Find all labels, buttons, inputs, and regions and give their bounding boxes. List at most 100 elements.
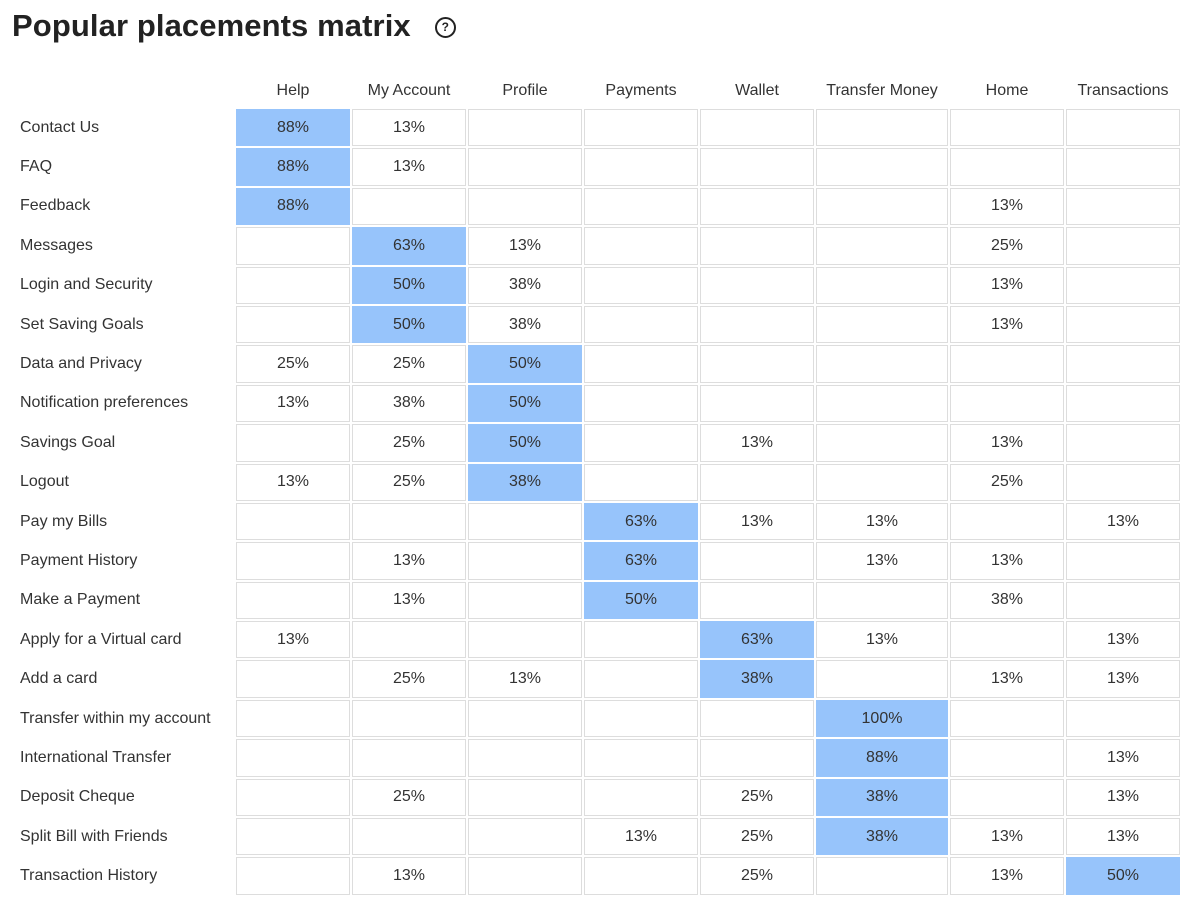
matrix-cell xyxy=(236,424,350,462)
matrix-cell xyxy=(584,660,698,698)
matrix-cell xyxy=(816,463,948,501)
matrix-cell xyxy=(950,699,1064,738)
row-label: Deposit Cheque xyxy=(20,788,135,806)
matrix-cell xyxy=(950,109,1064,147)
matrix-row: Data and Privacy 25% 25% 50% xyxy=(14,345,1180,383)
matrix-row: Transfer within my account 100% xyxy=(14,699,1180,738)
matrix-row: Feedback 88% 13% xyxy=(14,187,1180,226)
matrix-cell: 25% xyxy=(236,345,350,383)
matrix-cell xyxy=(236,305,350,344)
matrix-row: Transaction History 13% 25% 13% 50% xyxy=(14,857,1180,895)
row-label: Add a card xyxy=(20,670,98,688)
row-label: Notification preferences xyxy=(20,394,189,412)
row-label: Messages xyxy=(20,236,93,254)
matrix-cell: 13% xyxy=(950,305,1064,344)
matrix-cell xyxy=(352,818,466,856)
matrix-row: Contact Us 88% 13% xyxy=(14,109,1180,147)
row-label: Pay my Bills xyxy=(20,512,108,530)
matrix-row: Notification preferences 13% 38% 50% xyxy=(14,384,1180,423)
matrix-cell: 13% xyxy=(468,660,582,698)
matrix-cell: 25% xyxy=(352,778,466,817)
matrix-cell xyxy=(584,148,698,186)
matrix-cell: 13% xyxy=(816,502,948,541)
matrix-cell xyxy=(700,542,814,580)
matrix-cell xyxy=(950,621,1064,659)
matrix-cell xyxy=(468,581,582,620)
column-header: Transfer Money xyxy=(826,82,938,99)
matrix-row: Deposit Cheque 25% 25% 38% 13% xyxy=(14,778,1180,817)
matrix-cell xyxy=(236,739,350,777)
row-label: Split Bill with Friends xyxy=(20,827,168,845)
matrix-cell xyxy=(950,384,1064,423)
matrix-row: Split Bill with Friends 13% 25% 38% 13% 13% xyxy=(14,818,1180,856)
matrix-cell xyxy=(816,424,948,462)
matrix-cell xyxy=(816,187,948,226)
matrix-cell: 13% xyxy=(816,621,948,659)
row-label: FAQ xyxy=(20,158,53,176)
matrix-cell xyxy=(816,581,948,620)
matrix-cell: 13% xyxy=(352,148,466,186)
help-circle-icon[interactable]: ? xyxy=(434,16,456,38)
matrix-cell xyxy=(1066,345,1180,383)
matrix-cell xyxy=(816,305,948,344)
matrix-corner xyxy=(14,75,234,107)
matrix-cell xyxy=(584,424,698,462)
matrix-cell xyxy=(1066,148,1180,186)
matrix-row: Make a Payment 13% 50% 38% xyxy=(14,581,1180,620)
column-header: Help xyxy=(276,82,310,99)
matrix-cell xyxy=(584,699,698,738)
matrix-cell xyxy=(700,227,814,265)
matrix-cell xyxy=(584,266,698,304)
matrix-cell xyxy=(700,699,814,738)
matrix-cell-top: 50% xyxy=(1066,857,1180,895)
column-header: Home xyxy=(985,82,1029,99)
matrix-cell: 25% xyxy=(352,463,466,501)
matrix-cell: 38% xyxy=(352,384,466,423)
matrix-body: Contact Us 88% 13% FAQ 88% 13% Feedback 88% 13% M… xyxy=(14,109,1180,895)
matrix-cell: 25% xyxy=(700,857,814,895)
matrix-cell: 25% xyxy=(950,463,1064,501)
matrix-cell xyxy=(584,384,698,423)
matrix-cell xyxy=(236,227,350,265)
matrix-cell-top: 88% xyxy=(816,739,948,777)
column-header: Payments xyxy=(605,82,677,99)
matrix-cell xyxy=(816,857,948,895)
matrix-cell xyxy=(468,857,582,895)
matrix-cell: 13% xyxy=(700,424,814,462)
matrix-cell xyxy=(468,109,582,147)
matrix-cell xyxy=(468,621,582,659)
matrix-cell xyxy=(236,581,350,620)
row-label: Data and Privacy xyxy=(20,355,142,373)
matrix-row: Login and Security 50% 38% 13% xyxy=(14,266,1180,304)
row-label: Feedback xyxy=(20,197,91,215)
matrix-cell-top: 88% xyxy=(236,109,350,147)
matrix-cell xyxy=(816,384,948,423)
matrix-cell xyxy=(1066,424,1180,462)
matrix-cell xyxy=(236,857,350,895)
row-label: Set Saving Goals xyxy=(20,315,144,333)
matrix-cell-top: 63% xyxy=(584,502,698,541)
row-label: Apply for a Virtual card xyxy=(20,630,182,648)
row-label: Transfer within my account xyxy=(20,709,211,727)
matrix-cell: 13% xyxy=(700,502,814,541)
matrix-cell xyxy=(700,581,814,620)
matrix-cell xyxy=(468,148,582,186)
matrix-cell: 13% xyxy=(468,227,582,265)
matrix-cell-top: 63% xyxy=(584,542,698,580)
matrix-cell xyxy=(468,542,582,580)
matrix-cell-top: 50% xyxy=(352,266,466,304)
matrix-cell: 13% xyxy=(950,818,1064,856)
placements-matrix: Help My Account Profile Payments Wallet Trans… xyxy=(12,73,1182,897)
page-title: Popular placements matrix xyxy=(12,8,411,43)
matrix-cell xyxy=(468,502,582,541)
row-label: Transaction History xyxy=(20,867,158,885)
matrix-cell xyxy=(700,187,814,226)
matrix-cell: 13% xyxy=(584,818,698,856)
row-label: International Transfer xyxy=(20,748,172,766)
matrix-cell: 25% xyxy=(700,818,814,856)
matrix-cell xyxy=(950,739,1064,777)
matrix-cell xyxy=(700,384,814,423)
matrix-cell xyxy=(700,305,814,344)
matrix-cell xyxy=(236,266,350,304)
matrix-cell-top: 63% xyxy=(700,621,814,659)
